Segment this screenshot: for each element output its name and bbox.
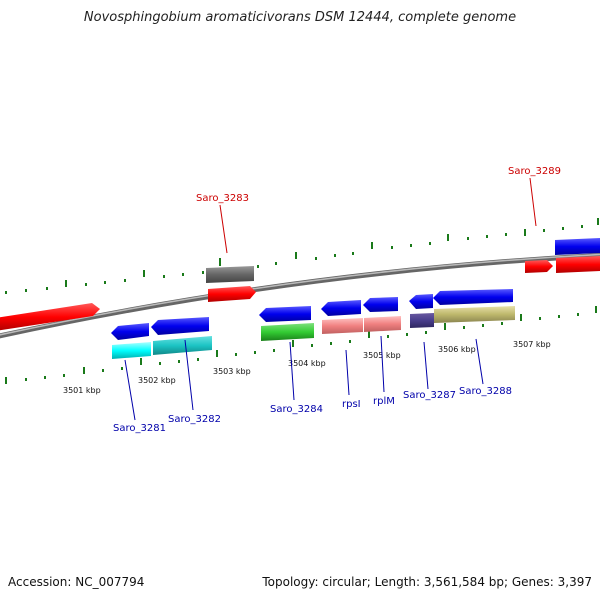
leader-rplM (380, 335, 385, 393)
scale-label-3504: 3504 kbp (288, 359, 326, 368)
feature-block-pink-1[interactable] (322, 318, 363, 334)
lower-tick-track (5, 306, 597, 384)
gene-saro-3282[interactable] (151, 317, 209, 335)
leader-saro-3289 (529, 177, 537, 227)
feature-block-purple[interactable] (410, 313, 434, 328)
genome-backbone (0, 253, 600, 339)
leader-saro-3284 (289, 341, 295, 401)
leader-rpsI (345, 349, 350, 396)
label-saro-3284[interactable]: Saro_3284 (270, 404, 323, 415)
feature-block-khaki[interactable] (434, 306, 515, 323)
genome-summary-text: Topology: circular; Length: 3,561,584 bp… (262, 575, 592, 589)
feature-blocks (112, 306, 515, 359)
label-rplM[interactable]: rplM (373, 396, 395, 407)
gene-saro-3288[interactable] (433, 289, 513, 305)
leader-saro-3283 (219, 204, 228, 254)
reverse-genes (111, 289, 513, 340)
scale-label-3502: 3502 kbp (138, 376, 176, 385)
label-saro-3288[interactable]: Saro_3288 (459, 386, 512, 397)
scale-label-3506: 3506 kbp (438, 345, 476, 354)
scale-label-3501: 3501 kbp (63, 386, 101, 395)
gene-right-red[interactable] (556, 256, 600, 273)
leader-saro-3282 (184, 339, 194, 411)
gene-saro-3284[interactable] (259, 306, 311, 322)
label-saro-3282[interactable]: Saro_3282 (168, 414, 221, 425)
gene-rpsI[interactable] (321, 300, 361, 316)
label-rpsI[interactable]: rpsI (342, 399, 361, 410)
gene-left-red[interactable] (0, 303, 100, 331)
label-saro-3289[interactable]: Saro_3289 (508, 166, 561, 177)
scale-label-3503: 3503 kbp (213, 367, 251, 376)
leader-saro-3287 (423, 341, 429, 390)
label-saro-3283[interactable]: Saro_3283 (196, 193, 249, 204)
gene-rplM[interactable] (363, 297, 398, 312)
gene-saro-3281[interactable] (111, 323, 149, 340)
label-saro-3287[interactable]: Saro_3287 (403, 390, 456, 401)
label-leaders (124, 177, 537, 421)
gene-saro-3283-gray[interactable] (206, 266, 254, 283)
feature-block-teal[interactable] (153, 336, 212, 355)
gene-saro-3289[interactable] (525, 260, 553, 273)
map-title: Novosphingobium aromaticivorans DSM 1244… (83, 10, 517, 25)
leader-saro-3281 (124, 359, 136, 421)
leader-saro-3288 (475, 338, 484, 385)
gene-right-blue[interactable] (555, 238, 600, 255)
feature-block-green[interactable] (261, 323, 314, 341)
feature-block-pink-2[interactable] (364, 316, 401, 332)
feature-block-cyan[interactable] (112, 342, 151, 359)
gene-saro-3283[interactable] (208, 286, 256, 302)
gene-saro-3287[interactable] (409, 294, 433, 309)
forward-genes (0, 238, 600, 331)
accession-text: Accession: NC_007794 (8, 575, 145, 589)
genome-backbone-highlight (0, 253, 600, 336)
scale-label-3507: 3507 kbp (513, 340, 551, 349)
label-saro-3281[interactable]: Saro_3281 (113, 423, 166, 434)
gene-label-group: Saro_3283 Saro_3289 Saro_3281 Saro_3282 … (113, 166, 561, 434)
